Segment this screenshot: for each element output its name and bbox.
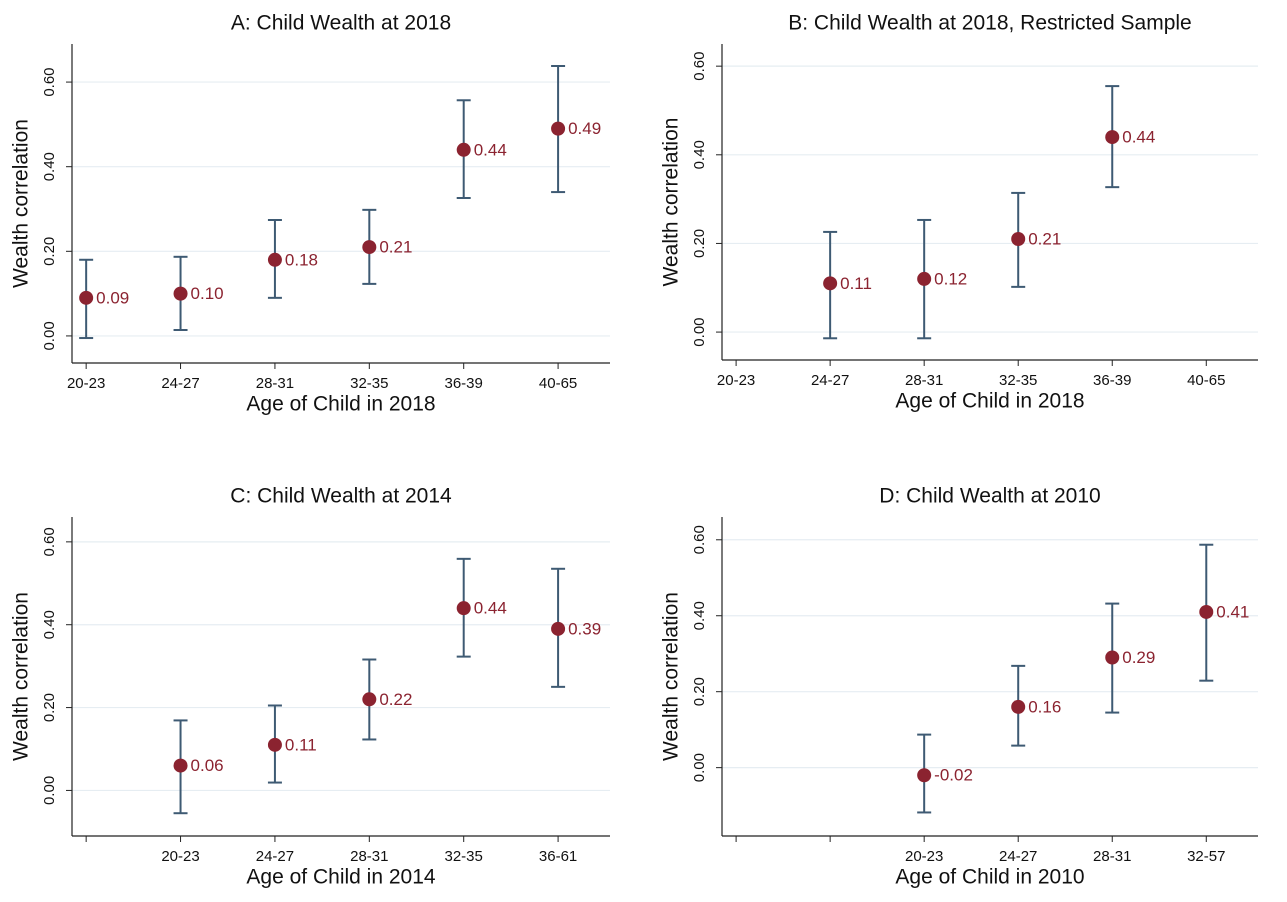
x-tick-label: 32-35 — [999, 372, 1037, 389]
point — [267, 252, 282, 267]
y-tick-label: 0.20 — [41, 693, 58, 722]
point — [456, 601, 471, 616]
data-label: 0.21 — [1028, 229, 1061, 248]
x-axis-title: Age of Child in 2014 — [246, 866, 435, 889]
point — [917, 768, 932, 783]
data-label: 0.44 — [474, 140, 507, 159]
point — [1105, 130, 1120, 145]
y-tick-label: 0.00 — [41, 321, 58, 350]
point — [551, 621, 566, 636]
y-axis-title: Wealth correlation — [660, 592, 683, 761]
data-label: 0.10 — [191, 284, 224, 303]
point — [917, 271, 932, 286]
x-tick-label: 32-35 — [445, 848, 483, 865]
data-label: 0.18 — [285, 250, 318, 269]
y-tick-label: 0.60 — [691, 52, 708, 81]
x-tick-label: 20-23 — [67, 375, 105, 392]
data-label: -0.02 — [934, 766, 973, 785]
x-tick-label: 20-23 — [717, 372, 755, 389]
data-label: 0.29 — [1122, 648, 1155, 667]
point — [362, 692, 377, 707]
y-tick-label: 0.20 — [691, 229, 708, 258]
x-tick-label: 40-65 — [1187, 372, 1225, 389]
point — [1199, 604, 1214, 619]
x-tick-label: 36-39 — [445, 375, 483, 392]
point — [456, 142, 471, 157]
data-label: 0.09 — [96, 288, 129, 307]
y-tick-label: 0.20 — [691, 677, 708, 706]
y-axis-title: Wealth correlation — [10, 592, 33, 761]
data-label: 0.11 — [285, 735, 317, 754]
panel: C: Child Wealth at 2014 0.00 0.20 0.40 0.60 2… — [10, 485, 610, 889]
data-label: 0.06 — [191, 756, 224, 775]
chart-title: D: Child Wealth at 2010 — [879, 485, 1100, 508]
y-tick-label: 0.60 — [41, 527, 58, 556]
panel: B: Child Wealth at 2018, Restricted Samp… — [660, 12, 1258, 413]
point — [173, 286, 188, 301]
point — [79, 290, 94, 305]
chart-title: B: Child Wealth at 2018, Restricted Samp… — [788, 12, 1191, 35]
x-tick-label: 24-27 — [256, 848, 294, 865]
data-label: 0.44 — [1122, 128, 1155, 147]
chart-title: A: Child Wealth at 2018 — [231, 12, 451, 35]
point — [173, 758, 188, 773]
y-tick-label: 0.40 — [691, 140, 708, 169]
y-axis-title: Wealth correlation — [660, 118, 683, 287]
y-tick-label: 0.40 — [41, 610, 58, 639]
x-axis-title: Age of Child in 2018 — [246, 393, 435, 416]
point — [551, 121, 566, 136]
point — [1011, 699, 1026, 714]
x-tick-label: 36-39 — [1093, 372, 1131, 389]
y-tick-label: 0.20 — [41, 237, 58, 266]
x-tick-label: 32-57 — [1187, 848, 1225, 865]
x-tick-label: 28-31 — [350, 848, 388, 865]
y-tick-label: 0.00 — [691, 317, 708, 346]
x-tick-label: 28-31 — [1093, 848, 1131, 865]
data-label: 0.11 — [840, 274, 872, 293]
x-tick-label: 20-23 — [905, 848, 943, 865]
y-tick-label: 0.60 — [41, 67, 58, 96]
x-tick-label: 40-65 — [539, 375, 577, 392]
x-tick-label: 24-27 — [999, 848, 1037, 865]
chart-title: C: Child Wealth at 2014 — [230, 485, 452, 508]
data-label: 0.44 — [474, 599, 507, 618]
point — [1011, 232, 1026, 247]
x-axis-title: Age of Child in 2018 — [895, 390, 1084, 413]
y-axis-title: Wealth correlation — [10, 119, 33, 288]
data-label: 0.12 — [934, 269, 967, 288]
x-tick-label: 24-27 — [811, 372, 849, 389]
x-tick-label: 32-35 — [350, 375, 388, 392]
x-tick-label: 36-61 — [539, 848, 577, 865]
point — [267, 737, 282, 752]
data-label: 0.41 — [1216, 602, 1249, 621]
panel: D: Child Wealth at 2010 0.00 0.20 0.40 0.60 2… — [660, 485, 1258, 889]
y-tick-label: 0.00 — [691, 753, 708, 782]
point — [1105, 650, 1120, 665]
point — [362, 240, 377, 255]
y-tick-label: 0.60 — [691, 525, 708, 554]
y-tick-label: 0.40 — [691, 601, 708, 630]
y-tick-label: 0.40 — [41, 152, 58, 181]
data-label: 0.39 — [568, 619, 601, 638]
x-tick-label: 28-31 — [256, 375, 294, 392]
x-tick-label: 24-27 — [161, 375, 199, 392]
y-tick-label: 0.00 — [41, 776, 58, 805]
data-label: 0.21 — [379, 238, 412, 257]
x-axis-title: Age of Child in 2010 — [895, 866, 1084, 889]
data-label: 0.16 — [1028, 697, 1061, 716]
x-tick-label: 28-31 — [905, 372, 943, 389]
panel: A: Child Wealth at 2018 0.00 0.20 0.40 0.60 2… — [10, 12, 610, 416]
data-label: 0.22 — [379, 690, 412, 709]
data-label: 0.49 — [568, 119, 601, 138]
x-tick-label: 20-23 — [161, 848, 199, 865]
point — [823, 276, 838, 291]
